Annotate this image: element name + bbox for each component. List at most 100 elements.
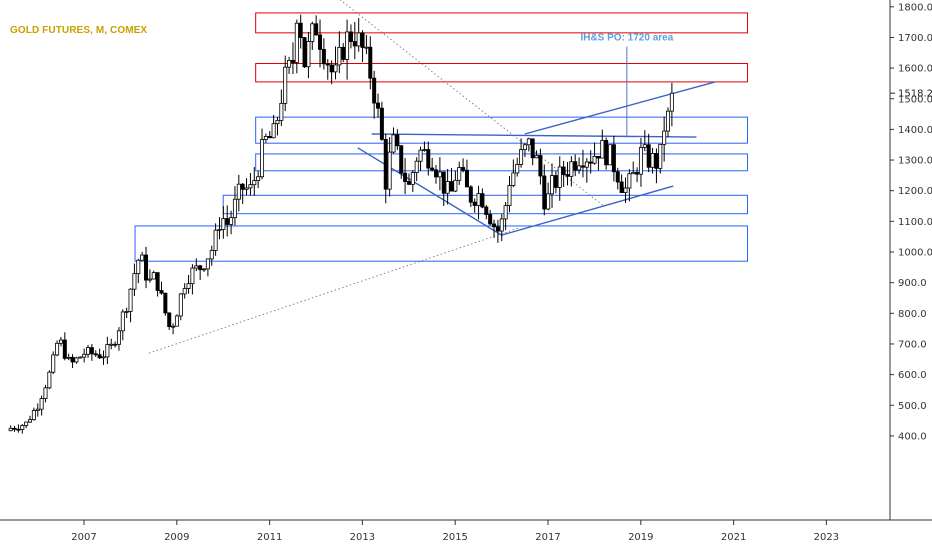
candle-body bbox=[194, 265, 199, 269]
candle-body bbox=[449, 181, 454, 192]
candle-body bbox=[530, 138, 535, 159]
candle-body bbox=[8, 427, 13, 432]
y-tick-label: 900.0 bbox=[898, 278, 927, 289]
candle-body bbox=[182, 288, 187, 295]
candle-body bbox=[604, 140, 609, 166]
candle-body bbox=[47, 371, 52, 389]
y-tick-label: 700.0 bbox=[898, 339, 927, 350]
blue-zone-2 bbox=[255, 153, 749, 172]
candle-body bbox=[132, 273, 137, 290]
candle-body bbox=[426, 149, 431, 169]
y-tick-label: 1600.0 bbox=[898, 64, 932, 75]
x-tick-label: 2023 bbox=[814, 532, 839, 543]
candle-body bbox=[62, 339, 67, 359]
candle-body bbox=[376, 102, 381, 109]
candle-body bbox=[476, 193, 481, 206]
candle-body bbox=[650, 153, 655, 168]
candle-body bbox=[31, 410, 36, 421]
x-tick-label: 2013 bbox=[350, 532, 375, 543]
candle-body bbox=[635, 172, 640, 175]
candle-body bbox=[225, 218, 230, 225]
x-tick-label: 2009 bbox=[164, 532, 189, 543]
y-tick-label: 600.0 bbox=[898, 370, 927, 381]
candle-body bbox=[569, 161, 574, 177]
candle-body bbox=[287, 60, 292, 68]
candle-body bbox=[642, 144, 647, 148]
candle-body bbox=[105, 344, 110, 358]
x-tick-label: 2019 bbox=[628, 532, 653, 543]
candle-body bbox=[302, 37, 307, 68]
candle-body bbox=[608, 144, 613, 166]
candle-body bbox=[391, 134, 396, 153]
candle-body bbox=[553, 175, 558, 188]
candle-body bbox=[101, 356, 106, 359]
y-tick-label: 1300.0 bbox=[898, 156, 932, 167]
candle-body bbox=[271, 123, 276, 139]
candle-body bbox=[240, 183, 245, 190]
y-tick-label: 1700.0 bbox=[898, 33, 932, 44]
long-term-uptrend bbox=[148, 227, 521, 354]
x-tick-label: 2011 bbox=[257, 532, 282, 543]
candle-body bbox=[511, 172, 516, 186]
y-tick-label: 1100.0 bbox=[898, 217, 932, 228]
candle-body bbox=[151, 272, 156, 280]
candle-body bbox=[654, 153, 659, 169]
candle-body bbox=[283, 66, 288, 104]
candle-body bbox=[468, 186, 473, 203]
candle-body bbox=[356, 32, 361, 47]
candle-body bbox=[596, 155, 601, 159]
y-tick-label: 400.0 bbox=[898, 431, 927, 442]
last-price-label: 1518.2 bbox=[898, 89, 932, 100]
candle-body bbox=[66, 356, 71, 359]
candle-body bbox=[623, 187, 628, 193]
candle-body bbox=[221, 218, 226, 230]
y-tick-label: 1500.0 bbox=[898, 94, 932, 105]
candle-body bbox=[167, 312, 172, 328]
candle-body bbox=[542, 175, 547, 210]
candle-body bbox=[82, 353, 87, 358]
candle-body bbox=[248, 184, 253, 189]
candle-body bbox=[522, 144, 527, 150]
candle-body bbox=[113, 343, 118, 346]
candle-body bbox=[379, 107, 384, 140]
candle-body bbox=[55, 342, 60, 356]
candle-body bbox=[163, 292, 168, 314]
candle-body bbox=[573, 161, 578, 171]
candle-body bbox=[360, 32, 365, 48]
candle-body bbox=[669, 92, 674, 112]
candle-body bbox=[28, 419, 33, 423]
candle-body bbox=[186, 283, 191, 289]
ihs-annotation: IH&S PO: 1720 area bbox=[580, 33, 673, 44]
candle-body bbox=[372, 77, 377, 104]
candle-body bbox=[368, 46, 373, 79]
candle-body bbox=[306, 41, 311, 68]
candle-body bbox=[16, 428, 21, 431]
candle-body bbox=[144, 254, 149, 281]
candle-body bbox=[147, 278, 152, 281]
candle-body bbox=[600, 140, 605, 159]
candle-body bbox=[279, 102, 284, 121]
candle-body bbox=[611, 144, 616, 173]
candle-body bbox=[588, 161, 593, 164]
candle-body bbox=[171, 325, 176, 328]
x-tick-label: 2007 bbox=[71, 532, 96, 543]
blue-zone-1 bbox=[255, 116, 749, 144]
candle-body bbox=[627, 173, 632, 189]
candle-body bbox=[329, 64, 334, 73]
candle-body bbox=[410, 172, 415, 185]
candle-body bbox=[457, 167, 462, 181]
candle-body bbox=[638, 147, 643, 175]
x-tick-label: 2021 bbox=[721, 532, 746, 543]
candle-body bbox=[561, 166, 566, 175]
candle-body bbox=[244, 187, 249, 190]
candle-body bbox=[472, 201, 477, 206]
candle-body bbox=[136, 259, 141, 275]
candle-body bbox=[592, 155, 597, 164]
y-tick-label: 1000.0 bbox=[898, 248, 932, 259]
candle-body bbox=[178, 293, 183, 317]
x-axis: 2007 2009 2011 2013 2015 2017 2019 2021 2023 bbox=[71, 520, 839, 543]
ihs-right-uptrend bbox=[501, 185, 674, 236]
candle-body bbox=[538, 155, 543, 177]
